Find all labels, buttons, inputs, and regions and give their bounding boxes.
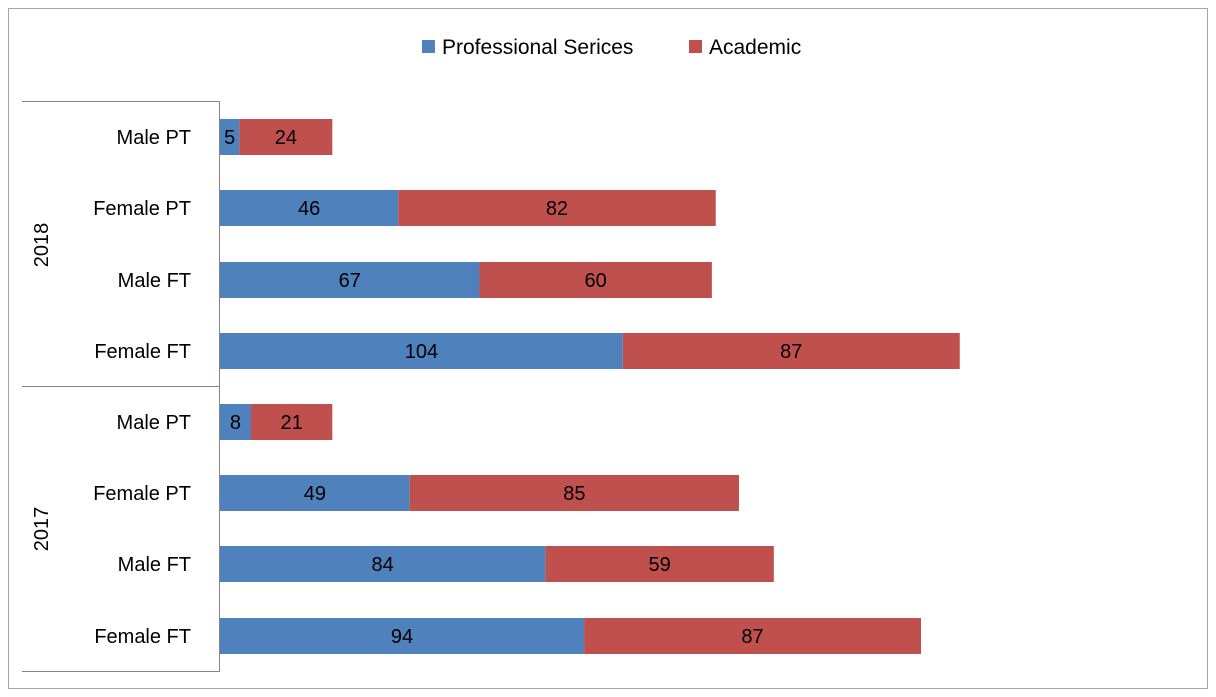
data-label-2018-male-ft-professional-serices: 67 [339, 270, 361, 292]
bar-2017-male-pt-professional-serices [220, 404, 251, 440]
category-label-2017-male-pt: Male PT [117, 412, 191, 434]
bar-2017-female-ft-academic [584, 618, 922, 654]
data-label-2018-male-pt-academic: 24 [275, 127, 297, 149]
bar-2017-female-pt-academic [409, 475, 739, 511]
data-label-2018-male-pt-professional-serices: 5 [224, 127, 235, 149]
value-labels: 5 24 46 82 67 60 104 87 8 21 49 85 84 59 94 87 [224, 127, 802, 648]
legend-label-academic: Academic [709, 36, 801, 59]
group-label-2017: 2017 [31, 507, 53, 552]
group-label-2018: 2018 [31, 223, 53, 268]
category-label-2018-female-pt: Female PT [93, 198, 191, 220]
data-label-2017-male-ft-academic: 59 [648, 554, 670, 576]
legend-label-professional-serices: Professional Serices [442, 36, 633, 59]
bar-2018-male-ft-academic [479, 262, 712, 298]
bar-2017-male-pt-academic [250, 404, 333, 440]
bar-2017-female-ft-professional-serices [220, 618, 585, 654]
bar-2018-female-pt-academic [398, 190, 716, 226]
bar-2018-female-ft-professional-serices [220, 333, 623, 369]
data-label-2017-female-ft-academic: 87 [741, 626, 763, 648]
data-label-2017-male-pt-academic: 21 [281, 412, 303, 434]
legend: Professional Serices Academic [422, 36, 801, 59]
data-label-2018-female-ft-academic: 87 [780, 341, 802, 363]
legend-swatch-academic [689, 40, 702, 53]
data-label-2018-male-ft-academic: 60 [585, 270, 607, 292]
category-label-2017-female-ft: Female FT [94, 626, 191, 648]
bar-2018-male-pt-professional-serices [220, 119, 240, 155]
data-label-2017-female-pt-academic: 85 [563, 483, 585, 505]
category-axis [22, 101, 220, 672]
data-label-2018-female-pt-academic: 82 [546, 198, 568, 220]
category-labels: Male PT Female PT Male FT Female FT Male PT F… [93, 127, 191, 648]
data-label-2017-male-ft-professional-serices: 84 [372, 554, 394, 576]
bar-2018-female-pt-professional-serices [220, 190, 399, 226]
bar-2018-female-ft-academic [622, 333, 960, 369]
legend-swatch-professional-serices [422, 40, 435, 53]
bar-2017-female-pt-professional-serices [220, 475, 410, 511]
category-label-2018-male-pt: Male PT [117, 127, 191, 149]
bar-2017-male-ft-professional-serices [220, 546, 546, 582]
bar-2017-male-ft-academic [545, 546, 774, 582]
category-label-2017-female-pt: Female PT [93, 483, 191, 505]
category-label-2017-male-ft: Male FT [118, 554, 191, 576]
data-label-2018-female-ft-professional-serices: 104 [405, 341, 438, 363]
data-label-2017-female-ft-professional-serices: 94 [391, 626, 413, 648]
category-label-2018-female-ft: Female FT [94, 341, 191, 363]
bars [220, 119, 960, 654]
category-label-2018-male-ft: Male FT [118, 270, 191, 292]
bar-2018-male-ft-professional-serices [220, 262, 480, 298]
bar-2018-male-pt-academic [239, 119, 333, 155]
data-label-2018-female-pt-professional-serices: 46 [298, 198, 320, 220]
group-labels: 2018 2017 [31, 223, 53, 552]
data-label-2017-female-pt-professional-serices: 49 [304, 483, 326, 505]
data-label-2017-male-pt-professional-serices: 8 [230, 412, 241, 434]
